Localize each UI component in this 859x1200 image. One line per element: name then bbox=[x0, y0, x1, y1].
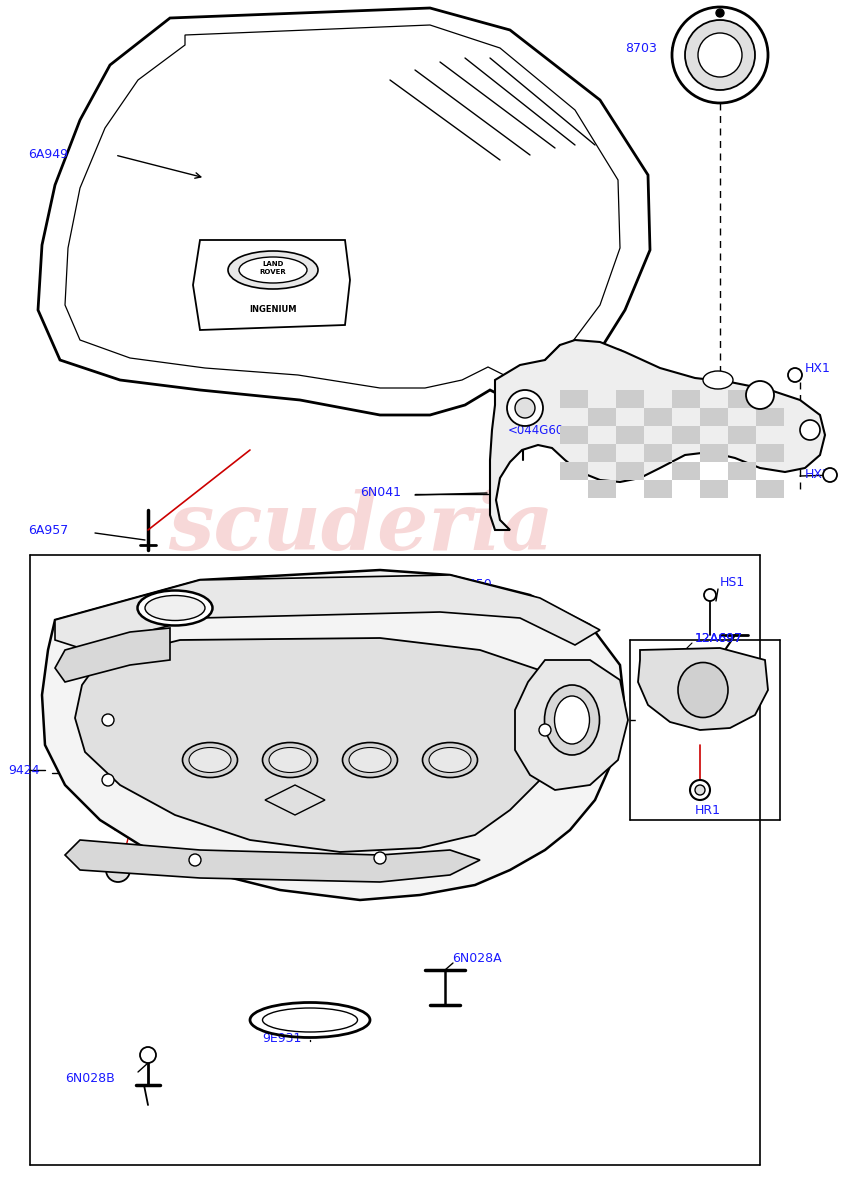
Ellipse shape bbox=[239, 257, 307, 283]
Polygon shape bbox=[515, 660, 628, 790]
Circle shape bbox=[704, 589, 716, 601]
Polygon shape bbox=[616, 462, 644, 480]
Ellipse shape bbox=[182, 743, 237, 778]
Circle shape bbox=[507, 390, 543, 426]
Ellipse shape bbox=[343, 743, 398, 778]
Polygon shape bbox=[728, 390, 756, 408]
Ellipse shape bbox=[269, 748, 311, 773]
Circle shape bbox=[690, 780, 710, 800]
Ellipse shape bbox=[423, 743, 478, 778]
Circle shape bbox=[539, 724, 551, 736]
Circle shape bbox=[189, 854, 201, 866]
Circle shape bbox=[102, 774, 114, 786]
Polygon shape bbox=[55, 628, 170, 682]
Text: car  parts: car parts bbox=[241, 600, 480, 648]
Circle shape bbox=[140, 1046, 156, 1063]
Polygon shape bbox=[560, 426, 588, 444]
Text: 6A949: 6A949 bbox=[28, 149, 68, 162]
Circle shape bbox=[695, 785, 705, 794]
Polygon shape bbox=[756, 444, 784, 462]
Ellipse shape bbox=[263, 1008, 357, 1032]
Polygon shape bbox=[756, 480, 784, 498]
Text: 9E931: 9E931 bbox=[262, 1032, 302, 1044]
Ellipse shape bbox=[555, 696, 589, 744]
Polygon shape bbox=[42, 570, 625, 900]
Polygon shape bbox=[672, 390, 700, 408]
Polygon shape bbox=[700, 480, 728, 498]
Polygon shape bbox=[588, 444, 616, 462]
Text: 6N028A: 6N028A bbox=[452, 952, 502, 965]
Polygon shape bbox=[588, 480, 616, 498]
Text: LAND
ROVER: LAND ROVER bbox=[259, 262, 286, 275]
Circle shape bbox=[698, 32, 742, 77]
Polygon shape bbox=[638, 648, 768, 730]
Polygon shape bbox=[644, 444, 672, 462]
Polygon shape bbox=[728, 426, 756, 444]
Text: HS1: HS1 bbox=[720, 576, 746, 589]
Polygon shape bbox=[616, 426, 644, 444]
Polygon shape bbox=[616, 390, 644, 408]
Polygon shape bbox=[672, 462, 700, 480]
Text: 6N028B: 6N028B bbox=[65, 1072, 115, 1085]
Ellipse shape bbox=[429, 748, 471, 773]
Polygon shape bbox=[588, 408, 616, 426]
Circle shape bbox=[800, 420, 820, 440]
Ellipse shape bbox=[678, 662, 728, 718]
Text: 12A697: 12A697 bbox=[695, 631, 743, 644]
Ellipse shape bbox=[545, 685, 600, 755]
Text: <044G60: <044G60 bbox=[508, 424, 564, 437]
Text: 6N041: 6N041 bbox=[360, 486, 401, 499]
Circle shape bbox=[685, 20, 755, 90]
Polygon shape bbox=[540, 346, 655, 432]
Circle shape bbox=[515, 398, 535, 418]
Text: 6A957: 6A957 bbox=[28, 523, 68, 536]
Text: HX2: HX2 bbox=[805, 468, 831, 481]
Circle shape bbox=[374, 852, 386, 864]
Polygon shape bbox=[700, 408, 728, 426]
Polygon shape bbox=[560, 462, 588, 480]
Text: scuderia: scuderia bbox=[168, 490, 553, 566]
Polygon shape bbox=[644, 480, 672, 498]
Polygon shape bbox=[700, 444, 728, 462]
Polygon shape bbox=[672, 426, 700, 444]
Ellipse shape bbox=[349, 748, 391, 773]
Circle shape bbox=[672, 7, 768, 103]
Ellipse shape bbox=[263, 743, 318, 778]
Text: HX1: HX1 bbox=[805, 361, 831, 374]
Text: 9424: 9424 bbox=[8, 763, 40, 776]
Text: 8703: 8703 bbox=[625, 42, 657, 54]
Ellipse shape bbox=[703, 371, 733, 389]
Text: 9450: 9450 bbox=[460, 578, 491, 592]
Circle shape bbox=[106, 858, 130, 882]
Text: 12A697: 12A697 bbox=[695, 631, 743, 644]
Circle shape bbox=[788, 368, 802, 382]
Ellipse shape bbox=[189, 748, 231, 773]
Circle shape bbox=[746, 382, 774, 409]
Polygon shape bbox=[728, 462, 756, 480]
Polygon shape bbox=[756, 408, 784, 426]
Ellipse shape bbox=[228, 251, 318, 289]
Polygon shape bbox=[75, 638, 570, 852]
Polygon shape bbox=[644, 408, 672, 426]
Text: HR1: HR1 bbox=[695, 804, 721, 816]
Ellipse shape bbox=[137, 590, 212, 625]
Polygon shape bbox=[38, 8, 650, 415]
Circle shape bbox=[716, 8, 724, 17]
Circle shape bbox=[823, 468, 837, 482]
Circle shape bbox=[102, 714, 114, 726]
Ellipse shape bbox=[145, 595, 205, 620]
Polygon shape bbox=[55, 575, 600, 648]
Polygon shape bbox=[490, 340, 825, 530]
Polygon shape bbox=[193, 240, 350, 330]
Polygon shape bbox=[560, 390, 588, 408]
Polygon shape bbox=[65, 840, 480, 882]
Text: INGENIUM: INGENIUM bbox=[249, 306, 296, 314]
